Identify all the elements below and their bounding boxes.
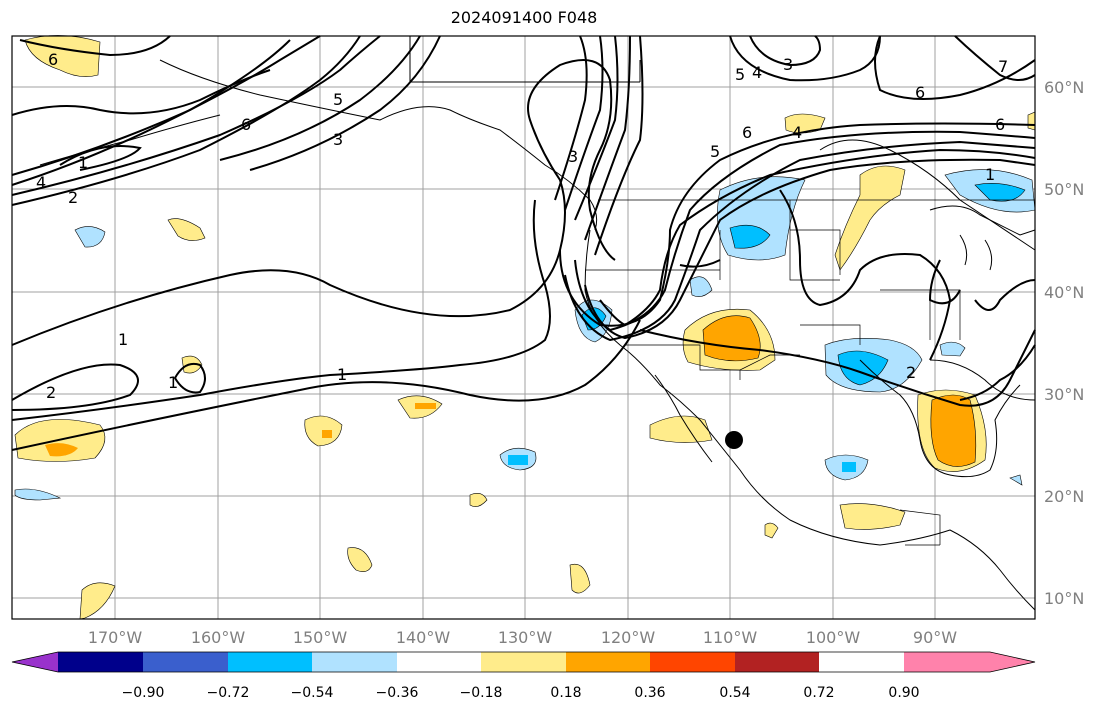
shade-yellow	[649, 415, 713, 443]
colorbar-tick: 0.18	[550, 685, 581, 701]
lat-label: 20°N	[1044, 487, 1084, 506]
colorbar-tick: −0.90	[122, 685, 165, 701]
colorbar-tick: −0.18	[460, 685, 503, 701]
lon-label: 150°W	[293, 628, 348, 647]
colorbar-ticks: −0.90 −0.72 −0.54 −0.36 −0.18 0.18 0.36 …	[122, 685, 920, 701]
colorbar-segment	[904, 652, 990, 672]
contour-label: 2	[906, 363, 916, 382]
map-frame	[11, 35, 1036, 620]
shade-lightblue	[14, 488, 62, 501]
contour-label: 1	[985, 165, 995, 184]
contour-label: 5	[710, 142, 720, 161]
lon-label: 90°W	[913, 628, 957, 647]
lat-label: 50°N	[1044, 180, 1084, 199]
shade-lightblue	[74, 226, 106, 248]
contour-label: 1	[168, 373, 178, 392]
lon-label: 130°W	[498, 628, 553, 647]
lon-label: 170°W	[88, 628, 143, 647]
shade-yellow	[469, 493, 488, 507]
contour-label: 7	[998, 57, 1008, 76]
colorbar-tick: 0.36	[634, 685, 665, 701]
colorbar-segment	[312, 652, 397, 672]
colorbar-segment	[566, 652, 650, 672]
colorbar-tick: 0.72	[803, 685, 834, 701]
contour-label: 1	[337, 365, 347, 384]
shade-yellow	[764, 522, 779, 539]
contour-label: 6	[742, 123, 752, 142]
shade-lightblue	[1009, 474, 1023, 486]
shade-blue	[508, 455, 528, 465]
shade-orange	[45, 443, 78, 457]
contour-label: 6	[915, 83, 925, 102]
colorbar-tick: −0.54	[291, 685, 334, 701]
latitude-labels: 60°N 50°N 40°N 30°N 20°N 10°N	[1044, 78, 1084, 608]
colorbar-tick: −0.72	[207, 685, 250, 701]
colorbar-segment	[650, 652, 735, 672]
shade-yellow	[79, 582, 116, 620]
shade-lightblue	[689, 276, 713, 297]
shade-yellow	[347, 547, 373, 572]
lat-label: 60°N	[1044, 78, 1084, 97]
lon-label: 140°W	[396, 628, 451, 647]
lat-label: 30°N	[1044, 385, 1084, 404]
lat-label: 10°N	[1044, 589, 1084, 608]
contours	[11, 35, 1036, 451]
contour-label: 6	[995, 115, 1005, 134]
contour-label: 4	[752, 63, 762, 82]
colorbar-tick: −0.36	[376, 685, 419, 701]
contour-label: 1	[78, 153, 88, 172]
shade-lightblue	[939, 341, 966, 357]
contour-label: 2	[68, 188, 78, 207]
longitude-labels: 170°W 160°W 150°W 140°W 130°W 120°W 110°…	[88, 628, 957, 647]
contour-label: 5	[333, 90, 343, 109]
contour-label: 4	[36, 173, 46, 192]
contour-labels: 1 1 1 2 2 3 3 4 5 6 6 1 2 4 5 6 5 4 3 6 …	[36, 50, 1008, 402]
shade-yellow	[839, 503, 906, 530]
lon-label: 160°W	[191, 628, 246, 647]
contour-label: 4	[792, 123, 802, 142]
contour-label: 3	[333, 130, 343, 149]
shade-yellow	[834, 165, 906, 271]
colorbar	[11, 651, 1036, 673]
contour-label: 6	[48, 50, 58, 69]
colorbar-segment	[735, 652, 819, 672]
colorbar-segment	[58, 652, 143, 672]
lon-label: 110°W	[703, 628, 758, 647]
shade-blue	[842, 462, 856, 472]
shade-yellow	[569, 563, 591, 594]
shade-orange	[322, 430, 332, 438]
lat-label: 40°N	[1044, 283, 1084, 302]
shade-orange	[415, 403, 436, 409]
colorbar-outline	[11, 651, 1036, 673]
shade-orange	[930, 394, 977, 467]
colorbar-extend-min	[12, 652, 58, 672]
contour-label: 3	[783, 55, 793, 74]
contour-label: 3	[568, 147, 578, 166]
colorbar-segment	[143, 652, 228, 672]
lon-label: 120°W	[601, 628, 656, 647]
contour-label: 5	[735, 65, 745, 84]
lon-label: 100°W	[806, 628, 861, 647]
colorbar-segment	[397, 652, 481, 672]
map-title: 2024091400 F048	[450, 8, 598, 27]
colorbar-segment	[228, 652, 312, 672]
contour-label: 2	[46, 383, 56, 402]
colorbar-extend-max	[990, 652, 1035, 672]
location-marker	[725, 431, 743, 449]
colorbar-segment	[481, 652, 566, 672]
shade-blue	[974, 183, 1026, 202]
contour-label: 6	[241, 115, 251, 134]
shade-yellow	[1027, 111, 1036, 131]
contour-label: 1	[118, 330, 128, 349]
colorbar-tick: 0.90	[888, 685, 919, 701]
shade-blue	[729, 224, 771, 249]
shade-yellow	[167, 218, 206, 241]
shading	[14, 35, 1036, 620]
colorbar-tick: 0.54	[719, 685, 750, 701]
